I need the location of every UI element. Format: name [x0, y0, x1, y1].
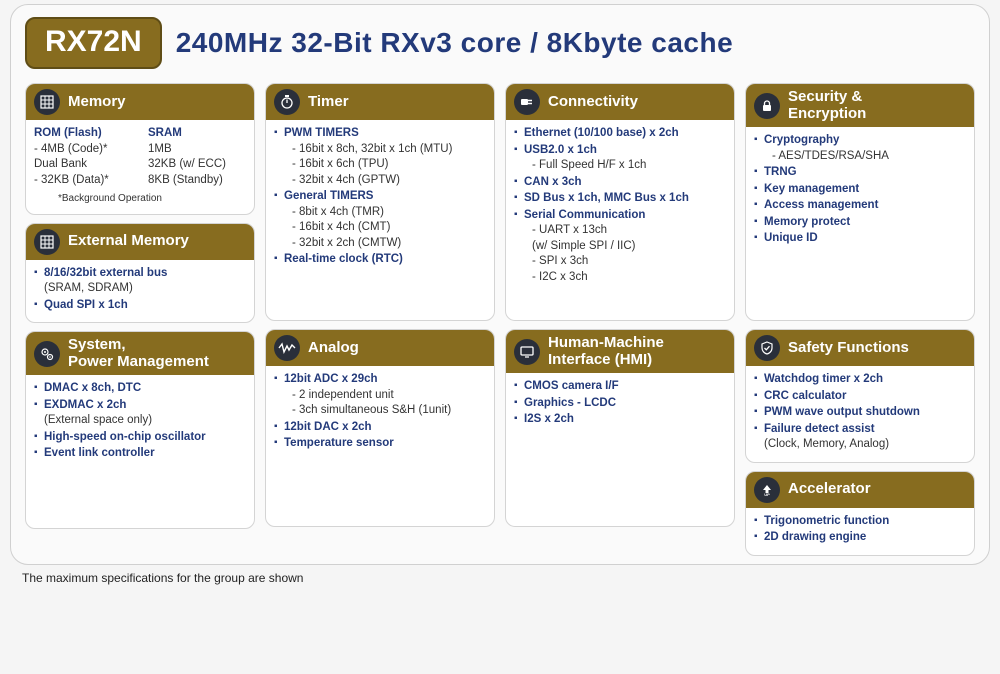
list-item-hdr: I2S x 2ch [524, 413, 574, 425]
list-item-hdr: SD Bus x 1ch, MMC Bus x 1ch [524, 192, 689, 204]
list-item-sub: - 16bit x 8ch, 32bit x 1ch (MTU) - 16bit… [284, 142, 486, 189]
plug-icon [514, 89, 540, 115]
list-item-hdr: PWM wave output shutdown [764, 406, 920, 418]
list-item-hdr: 12bit ADC x 29ch [284, 373, 378, 385]
list-item-hdr: CRC calculator [764, 390, 846, 402]
top-header: RX72N 240MHz 32-Bit RXv3 core / 8Kbyte c… [25, 17, 975, 69]
list-item-hdr: TRNG [764, 166, 797, 178]
card-title: System, Power Management [68, 337, 209, 370]
timer-icon [274, 89, 300, 115]
list-item-hdr: USB2.0 x 1ch [524, 144, 597, 156]
mem-rom-hdr: ROM (Flash) [34, 126, 132, 142]
list-item-sub: - UART x 13ch (w/ Simple SPI / IIC) - SP… [524, 223, 726, 285]
list-item-hdr: 2D drawing engine [764, 531, 866, 543]
screen-icon [514, 339, 540, 365]
list-item-hdr: Graphics - LCDC [524, 397, 616, 409]
list-item-hdr: Cryptography [764, 134, 839, 146]
memory-icon [34, 229, 60, 255]
list-item-hdr: DMAC x 8ch, DTC [44, 382, 141, 394]
card-accelerator: UP Accelerator Trigonometric function 2D… [745, 471, 975, 556]
list-item-hdr: CAN x 3ch [524, 176, 582, 188]
card-title: Analog [308, 340, 359, 357]
svg-text:UP: UP [764, 492, 770, 497]
page-footnote: The maximum specifications for the group… [0, 565, 1000, 585]
list-item-hdr: Trigonometric function [764, 515, 889, 527]
list-item-sub: (External space only) [44, 413, 246, 429]
product-badge: RX72N [25, 17, 162, 69]
shield-icon [754, 335, 780, 361]
mem-sram-body: 1MB 32KB (w/ ECC) 8KB (Standby) [148, 142, 246, 189]
list-item-sub: - 8bit x 4ch (TMR) - 16bit x 4ch (CMT) -… [284, 205, 486, 252]
list-item-sub: (SRAM, SDRAM) [44, 281, 246, 297]
card-title: Human-Machine Interface (HMI) [548, 335, 664, 368]
mem-sram-hdr: SRAM [148, 126, 246, 142]
card-title: Safety Functions [788, 340, 909, 357]
list-item-sub: - 2 independent unit - 3ch simultaneous … [284, 388, 486, 419]
card-grid: Memory ROM (Flash) - 4MB (Code)* Dual Ba… [25, 83, 975, 556]
card-system: System, Power Management DMAC x 8ch, DTC… [25, 331, 255, 529]
list-item-hdr: Ethernet (10/100 base) x 2ch [524, 127, 679, 139]
wave-icon [274, 335, 300, 361]
card-title: External Memory [68, 233, 189, 250]
card-hmi: Human-Machine Interface (HMI) CMOS camer… [505, 329, 735, 527]
list-item-hdr: Watchdog timer x 2ch [764, 373, 883, 385]
page: RX72N 240MHz 32-Bit RXv3 core / 8Kbyte c… [10, 4, 990, 565]
list-item-sub: (Clock, Memory, Analog) [764, 437, 966, 453]
list-item-hdr: General TIMERS [284, 190, 373, 202]
list-item-hdr: Quad SPI x 1ch [44, 299, 128, 311]
page-title: 240MHz 32-Bit RXv3 core / 8Kbyte cache [176, 27, 733, 59]
list-item-hdr: Failure detect assist [764, 423, 875, 435]
list-item-hdr: 12bit DAC x 2ch [284, 421, 372, 433]
card-timer: Timer PWM TIMERS - 16bit x 8ch, 32bit x 1… [265, 83, 495, 321]
list-item-hdr: EXDMAC x 2ch [44, 399, 126, 411]
lock-icon [754, 93, 780, 119]
card-title: Security & Encryption [788, 89, 866, 122]
list-item-hdr: Real-time clock (RTC) [284, 253, 403, 265]
gear-icon [34, 341, 60, 367]
list-item-hdr: Serial Communication [524, 209, 645, 221]
list-item-sub: - Full Speed H/F x 1ch [524, 158, 726, 174]
card-memory: Memory ROM (Flash) - 4MB (Code)* Dual Ba… [25, 83, 255, 215]
up-icon: UP [754, 477, 780, 503]
list-item-hdr: 8/16/32bit external bus [44, 267, 167, 279]
list-item-hdr: Access management [764, 199, 878, 211]
list-item-hdr: Memory protect [764, 216, 850, 228]
list-item-hdr: Key management [764, 183, 859, 195]
mem-note: *Background Operation [34, 192, 246, 206]
mem-rom-body: - 4MB (Code)* Dual Bank - 32KB (Data)* [34, 142, 132, 189]
card-title: Accelerator [788, 481, 871, 498]
card-analog: Analog 12bit ADC x 29ch - 2 independent u… [265, 329, 495, 527]
list-item-hdr: PWM TIMERS [284, 127, 359, 139]
card-title: Memory [68, 94, 126, 111]
list-item-sub: - AES/TDES/RSA/SHA [764, 149, 966, 165]
card-safety: Safety Functions Watchdog timer x 2ch CR… [745, 329, 975, 463]
list-item-hdr: Temperature sensor [284, 437, 394, 449]
card-title: Connectivity [548, 94, 638, 111]
list-item-hdr: CMOS camera I/F [524, 380, 619, 392]
list-item-hdr: High-speed on-chip oscillator [44, 431, 206, 443]
list-item-hdr: Event link controller [44, 447, 155, 459]
card-title: Timer [308, 94, 349, 111]
memory-icon [34, 89, 60, 115]
list-item-hdr: Unique ID [764, 232, 818, 244]
card-extmem: External Memory 8/16/32bit external bus (… [25, 223, 255, 324]
card-security: Security & Encryption Cryptography - AES/… [745, 83, 975, 321]
card-connectivity: Connectivity Ethernet (10/100 base) x 2c… [505, 83, 735, 321]
